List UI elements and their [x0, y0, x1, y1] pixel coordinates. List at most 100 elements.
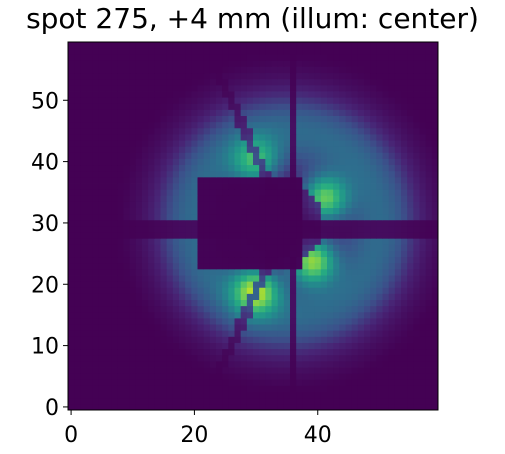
heatmap-cell [92, 195, 100, 202]
heatmap-cell [142, 305, 149, 313]
heatmap-cell [271, 66, 279, 74]
heatmap-cell [92, 305, 100, 313]
heatmap-cell [382, 91, 390, 98]
heatmap-cell [413, 103, 420, 110]
heatmap-cell [179, 281, 186, 288]
heatmap-cell [364, 391, 371, 399]
heatmap-cell [357, 391, 365, 399]
heatmap-cell [222, 195, 229, 202]
heatmap-cell [259, 207, 266, 215]
heatmap-cell [154, 244, 161, 251]
heatmap-cell [148, 72, 155, 80]
heatmap-cell [240, 305, 248, 313]
heatmap-cell [203, 219, 211, 227]
heatmap-cell [160, 324, 168, 331]
heatmap-cell [259, 342, 266, 350]
heatmap-cell [185, 84, 192, 92]
heatmap-cell [166, 397, 174, 405]
heatmap-cell [228, 91, 235, 98]
heatmap-cell [74, 238, 81, 245]
heatmap-cell [179, 244, 186, 251]
heatmap-cell [351, 360, 359, 368]
heatmap-cell [296, 397, 303, 405]
heatmap-cell [314, 226, 322, 233]
heatmap-cell [425, 164, 433, 172]
heatmap-cell [209, 60, 217, 67]
heatmap-cell [148, 60, 155, 67]
heatmap-cell [357, 244, 365, 251]
heatmap-cell [172, 213, 180, 221]
heatmap-cell [98, 299, 106, 307]
heatmap-cell [98, 84, 106, 92]
heatmap-cell [240, 91, 248, 98]
heatmap-cell [191, 403, 198, 411]
heatmap-cell [86, 97, 94, 104]
heatmap-cell [382, 330, 390, 337]
heatmap-cell [86, 195, 94, 202]
heatmap-cell [185, 48, 192, 55]
heatmap-cell [308, 391, 316, 399]
heatmap-cell [345, 403, 353, 411]
heatmap-cell [172, 311, 180, 319]
heatmap-cell [92, 127, 100, 135]
heatmap-cell [222, 158, 229, 166]
heatmap-cell [197, 336, 205, 343]
heatmap-cell [290, 219, 297, 227]
heatmap-cell [123, 330, 131, 337]
heatmap-cell [222, 373, 229, 380]
heatmap-cell [370, 367, 377, 374]
heatmap-cell [401, 207, 408, 215]
heatmap-cell [166, 403, 174, 411]
heatmap-cell [302, 158, 309, 166]
heatmap-cell [98, 275, 106, 282]
heatmap-cell [265, 97, 272, 104]
heatmap-cell [327, 127, 334, 135]
heatmap-cell [111, 318, 118, 325]
heatmap-cell [105, 42, 112, 49]
heatmap-cell [259, 330, 266, 337]
heatmap-cell [382, 48, 390, 55]
heatmap-cell [271, 373, 279, 380]
heatmap-cell [117, 379, 124, 386]
heatmap-cell [172, 348, 180, 356]
heatmap-cell [339, 103, 346, 110]
heatmap-cell [246, 232, 254, 239]
heatmap-cell [142, 281, 149, 288]
heatmap-cell [240, 385, 248, 392]
heatmap-cell [431, 109, 439, 116]
heatmap-cell [376, 403, 383, 411]
heatmap-cell [419, 348, 427, 356]
heatmap-cell [290, 170, 297, 178]
heatmap-cell [339, 268, 346, 276]
heatmap-cell [68, 268, 75, 276]
heatmap-cell [197, 164, 205, 172]
heatmap-cell [259, 360, 266, 368]
heatmap-cell [333, 183, 340, 190]
heatmap-cell [166, 140, 174, 147]
heatmap-cell [296, 293, 303, 300]
heatmap-cell [179, 324, 186, 331]
heatmap-cell [228, 299, 235, 307]
heatmap-cell [314, 78, 322, 86]
heatmap-cell [240, 189, 248, 196]
heatmap-cell [376, 201, 383, 208]
heatmap-cell [364, 121, 371, 129]
heatmap-cell [253, 97, 260, 104]
heatmap-cell [327, 48, 334, 55]
heatmap-cell [123, 176, 131, 184]
heatmap-cell [302, 268, 309, 276]
heatmap-cell [246, 305, 254, 313]
heatmap-cell [105, 244, 112, 251]
heatmap-cell [135, 97, 143, 104]
heatmap-cell [364, 287, 371, 294]
heatmap-cell [185, 134, 192, 141]
heatmap-cell [388, 275, 396, 282]
heatmap-cell [105, 84, 112, 92]
heatmap-cell [166, 391, 174, 399]
heatmap-cell [364, 115, 371, 123]
heatmap-cell [160, 293, 168, 300]
heatmap-cell [92, 183, 100, 190]
heatmap-cell [105, 311, 112, 319]
heatmap-cell [209, 103, 217, 110]
heatmap-cell [283, 140, 291, 147]
